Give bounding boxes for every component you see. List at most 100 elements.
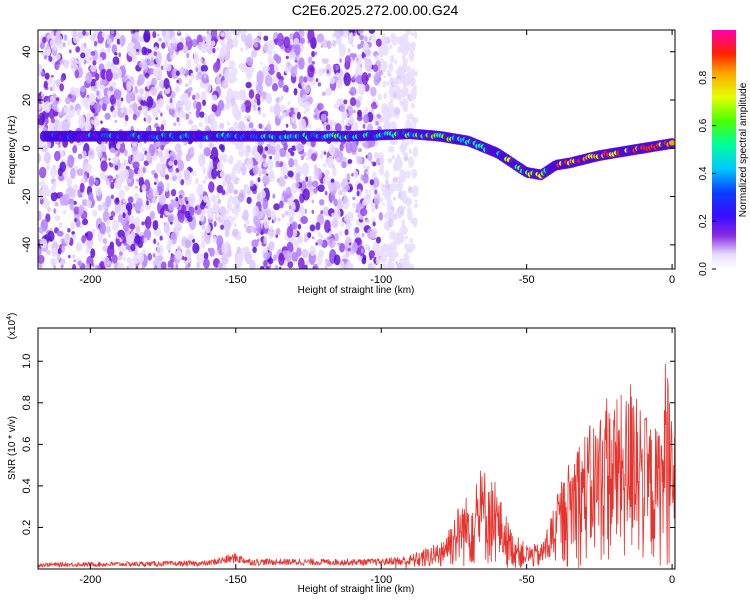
- spectrogram-noise-blob: [141, 221, 145, 226]
- spectrogram-noise-blob: [390, 182, 398, 192]
- spectrogram-noise-blob: [38, 104, 42, 110]
- spectrogram-noise-blob: [313, 68, 317, 75]
- spectrogram-noise-blob: [389, 251, 396, 263]
- spectrogram-noise-blob: [367, 262, 374, 269]
- spectrogram-noise-blob: [322, 68, 326, 73]
- spectrogram-noise-blob: [207, 247, 211, 252]
- spectrogram-noise-blob: [160, 124, 165, 131]
- spectrogram-noise-blob: [322, 206, 329, 216]
- spectrogram-noise-blob: [408, 156, 415, 168]
- spectrogram-noise-blob: [298, 235, 304, 244]
- spectrogram-noise-blob: [90, 65, 97, 73]
- spectrogram-noise-blob: [78, 62, 82, 68]
- spectrogram-noise-blob: [247, 115, 252, 120]
- spectrogram-noise-blob: [152, 31, 157, 39]
- spectrogram-noise-blob: [85, 263, 92, 269]
- spectrogram-noise-blob: [136, 197, 144, 208]
- spectrogram-noise-blob: [232, 216, 237, 221]
- spectrogram-noise: [38, 30, 419, 269]
- spectrogram-noise-blob: [220, 170, 225, 177]
- spectrogram-noise-blob: [307, 56, 313, 64]
- spectrogram-noise-blob: [400, 90, 406, 98]
- spectrogram-noise-blob: [294, 44, 301, 56]
- spectrogram-noise-blob: [264, 74, 273, 87]
- spectrogram-noise-blob: [273, 53, 280, 62]
- spectrogram-noise-blob: [344, 228, 349, 236]
- colorbar-tick-label: 0.4: [698, 166, 709, 180]
- spectrogram-noise-blob: [109, 178, 112, 184]
- spectrogram-noise-blob: [266, 158, 274, 171]
- spectrogram-noise-blob: [315, 242, 318, 246]
- spectrogram-noise-blob: [51, 242, 58, 250]
- spectrogram-noise-blob: [351, 241, 358, 253]
- spectrogram-noise-blob: [348, 37, 353, 42]
- spectrogram-noise-blob: [185, 200, 189, 205]
- spectrogram-noise-blob: [289, 216, 294, 225]
- spectrogram-noise-blob: [273, 103, 281, 117]
- spectrogram-noise-blob: [169, 101, 175, 110]
- spectrogram-noise-blob: [47, 206, 51, 213]
- spectrogram-noise-blob: [126, 80, 132, 92]
- spectrogram-noise-blob: [200, 240, 206, 249]
- spectrogram-noise-blob: [351, 43, 355, 48]
- spectrogram-noise-blob: [303, 110, 307, 115]
- spectrogram-noise-blob: [39, 238, 48, 249]
- spectrogram-noise-blob: [211, 168, 218, 180]
- spectrogram-noise-blob: [410, 31, 414, 36]
- spectrogram-noise-blob: [286, 222, 290, 228]
- spectrogram-noise-blob: [319, 102, 323, 111]
- spectrogram-noise-blob: [202, 35, 207, 42]
- spectrogram-noise-blob: [374, 189, 378, 194]
- spectrogram-noise-blob: [368, 30, 376, 34]
- spectrogram-noise-blob: [312, 265, 318, 269]
- spectrogram-noise-blob: [320, 210, 324, 215]
- spectrogram-noise-blob: [144, 216, 152, 230]
- spectrogram-noise-blob: [375, 121, 379, 126]
- spectrogram-noise-blob: [328, 230, 332, 237]
- spectrogram-noise-blob: [233, 90, 240, 101]
- spectrogram-noise-blob: [149, 210, 156, 220]
- spectrogram-noise-blob: [86, 124, 92, 131]
- spectrogram-noise-blob: [317, 82, 322, 87]
- spectrogram-noise-blob: [38, 234, 41, 239]
- spectrogram-noise-blob: [399, 43, 403, 47]
- spectrogram-noise-blob: [51, 247, 58, 257]
- spectrogram-noise-blob: [165, 104, 169, 110]
- spectrogram-noise-blob: [346, 105, 354, 118]
- spectrogram-noise-blob: [242, 162, 246, 167]
- spectrogram-noise-blob: [331, 167, 337, 177]
- spectrogram-noise-blob: [175, 100, 183, 114]
- spectrogram-noise-blob: [229, 72, 236, 84]
- spectrogram-noise-blob: [102, 103, 107, 112]
- spectrogram-noise-blob: [59, 161, 66, 173]
- snr-panel: -200 -150 -100 -50 0 0.2 0.4 0.6 0.8 1.0 Height …: [6, 313, 676, 595]
- spectrogram-noise-blob: [159, 214, 164, 219]
- spectrogram-noise-blob: [190, 72, 195, 80]
- spectrogram-noise-blob: [352, 76, 356, 81]
- spectrogram-noise-blob: [393, 245, 397, 251]
- spectrogram-noise-blob: [313, 167, 319, 176]
- spectrogram-noise-blob: [233, 223, 237, 227]
- spectrogram-noise-blob: [153, 51, 158, 57]
- spectrogram-noise-blob: [294, 64, 299, 69]
- spectrogram-noise-blob: [46, 249, 51, 255]
- spectrogram-noise-blob: [255, 83, 263, 94]
- spectrogram-noise-blob: [368, 189, 372, 195]
- spectrogram-noise-blob: [135, 185, 138, 189]
- spectrogram-noise-blob: [129, 223, 136, 230]
- spectrogram-noise-blob: [211, 104, 218, 113]
- spectrogram-noise-blob: [364, 106, 369, 115]
- spectrogram-noise-blob: [215, 76, 222, 85]
- spectrogram-noise-blob: [94, 187, 103, 197]
- spectrogram-noise-blob: [47, 230, 55, 242]
- spectrogram-noise-blob: [48, 108, 56, 120]
- spectrogram-noise-blob: [41, 187, 47, 198]
- spectrogram-noise-blob: [243, 223, 247, 229]
- spectrogram-noise-blob: [366, 166, 370, 170]
- spectrogram-noise-blob: [284, 66, 289, 74]
- spectrogram-noise-blob: [154, 195, 158, 200]
- spectrogram-noise-blob: [237, 192, 245, 203]
- spectrogram-noise-blob: [226, 200, 232, 211]
- spectrogram-noise-blob: [146, 96, 154, 108]
- spectrogram-noise-blob: [159, 90, 163, 95]
